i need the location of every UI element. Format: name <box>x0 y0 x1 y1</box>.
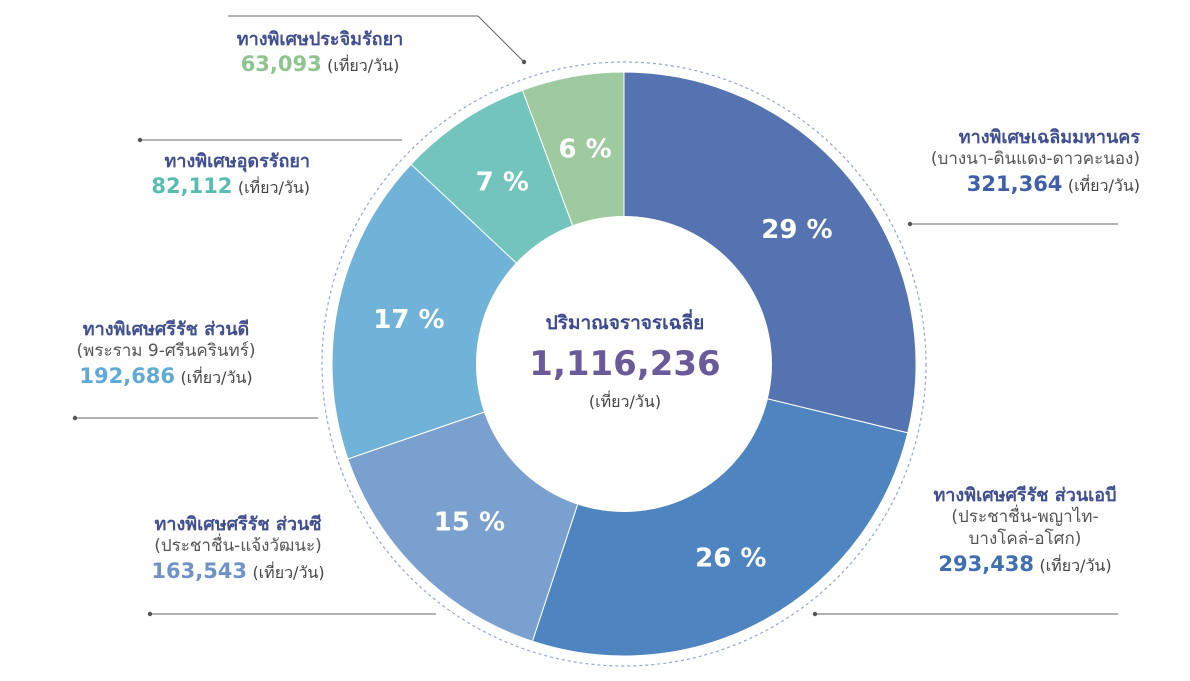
percent-label-5: 6 % <box>559 134 612 164</box>
label-slice-0: ทางพิเศษเฉลิมมหานคร (บางนา-ดินแดง-ดาวคะน… <box>931 126 1140 198</box>
percent-label-1: 26 % <box>695 543 766 573</box>
slice-sub: (พระราม 9-ศรีนครินทร์) <box>76 341 256 362</box>
donut-hole <box>476 216 772 512</box>
slice-value: 321,364 <box>966 171 1063 196</box>
leader-dot-0 <box>907 221 913 227</box>
label-slice-1: ทางพิเศษศรีรัช ส่วนเอบี (ประชาชื่น-พญาไท… <box>905 484 1145 577</box>
slice-unit: (เที่ยว/วัน) <box>252 562 325 582</box>
slice-value: 163,543 <box>151 558 248 583</box>
slice-value: 63,093 <box>240 52 322 77</box>
slice-sub: (ประชาชื่น-แจ้งวัฒนะ) <box>154 536 322 557</box>
slice-unit: (เที่ยว/วัน) <box>180 367 253 387</box>
slice-sub: (ประชาชื่น-พญาไท- <box>951 507 1099 528</box>
slice-name: ทางพิเศษศรีรัช ส่วนดี <box>82 319 250 340</box>
leader-dot-3 <box>72 415 78 421</box>
slice-unit: (เที่ยว/วัน) <box>1039 555 1112 575</box>
slice-unit: (เที่ยว/วัน) <box>237 178 310 198</box>
outer-dashed-ring <box>321 61 927 667</box>
percent-label-0: 29 % <box>761 215 832 245</box>
slice-value: 192,686 <box>79 363 176 388</box>
center-title: ปริมาณจราจรเฉลี่ย <box>545 312 705 334</box>
slice-name: ทางพิเศษเฉลิมมหานคร <box>958 127 1140 148</box>
percent-label-4: 7 % <box>476 168 529 198</box>
slice-value: 293,438 <box>938 551 1035 576</box>
leader-dot-1 <box>812 611 818 617</box>
center-summary: ปริมาณจราจรเฉลี่ย 1,116,236 (เที่ยว/วัน) <box>480 308 770 415</box>
slice-name: ทางพิเศษอุดรรัถยา <box>164 151 310 172</box>
slice-sub: บางโคล่-อโศก) <box>968 528 1082 549</box>
center-total: 1,116,236 <box>529 344 721 384</box>
leader-line-5 <box>228 15 525 63</box>
slice-sub: (บางนา-ดินแดง-ดาวคะนอง) <box>930 149 1140 170</box>
slice-name: ทางพิเศษศรีรัช ส่วนเอบี <box>933 485 1117 506</box>
center-unit: (เที่ยว/วัน) <box>588 392 662 411</box>
percent-label-3: 17 % <box>373 305 444 335</box>
percent-labels: 29 % 26 % 15 % 17 % 7 % 6 % <box>373 134 832 573</box>
leader-dot-4 <box>137 137 143 143</box>
slice-name: ทางพิเศษศรีรัช ส่วนซี <box>154 514 322 535</box>
slice-value: 82,112 <box>151 174 233 199</box>
label-slice-3: ทางพิเศษศรีรัช ส่วนดี (พระราม 9-ศรีนคริน… <box>46 318 286 390</box>
label-slice-4: ทางพิเศษอุดรรัถยา 82,112 (เที่ยว/วัน) <box>151 150 310 200</box>
leader-lines <box>72 15 1118 617</box>
slice-unit: (เที่ยว/วัน) <box>327 56 400 76</box>
leader-dot-5 <box>521 59 527 65</box>
slice-unit: (เที่ยว/วัน) <box>1067 175 1140 195</box>
percent-label-2: 15 % <box>434 508 505 538</box>
label-slice-5: ทางพิเศษประจิมรัถยา 63,093 (เที่ยว/วัน) <box>190 28 450 78</box>
label-slice-2: ทางพิเศษศรีรัช ส่วนซี (ประชาชื่น-แจ้งวัฒ… <box>118 513 358 585</box>
slice-name: ทางพิเศษประจิมรัถยา <box>236 29 404 50</box>
leader-dot-2 <box>147 611 153 617</box>
